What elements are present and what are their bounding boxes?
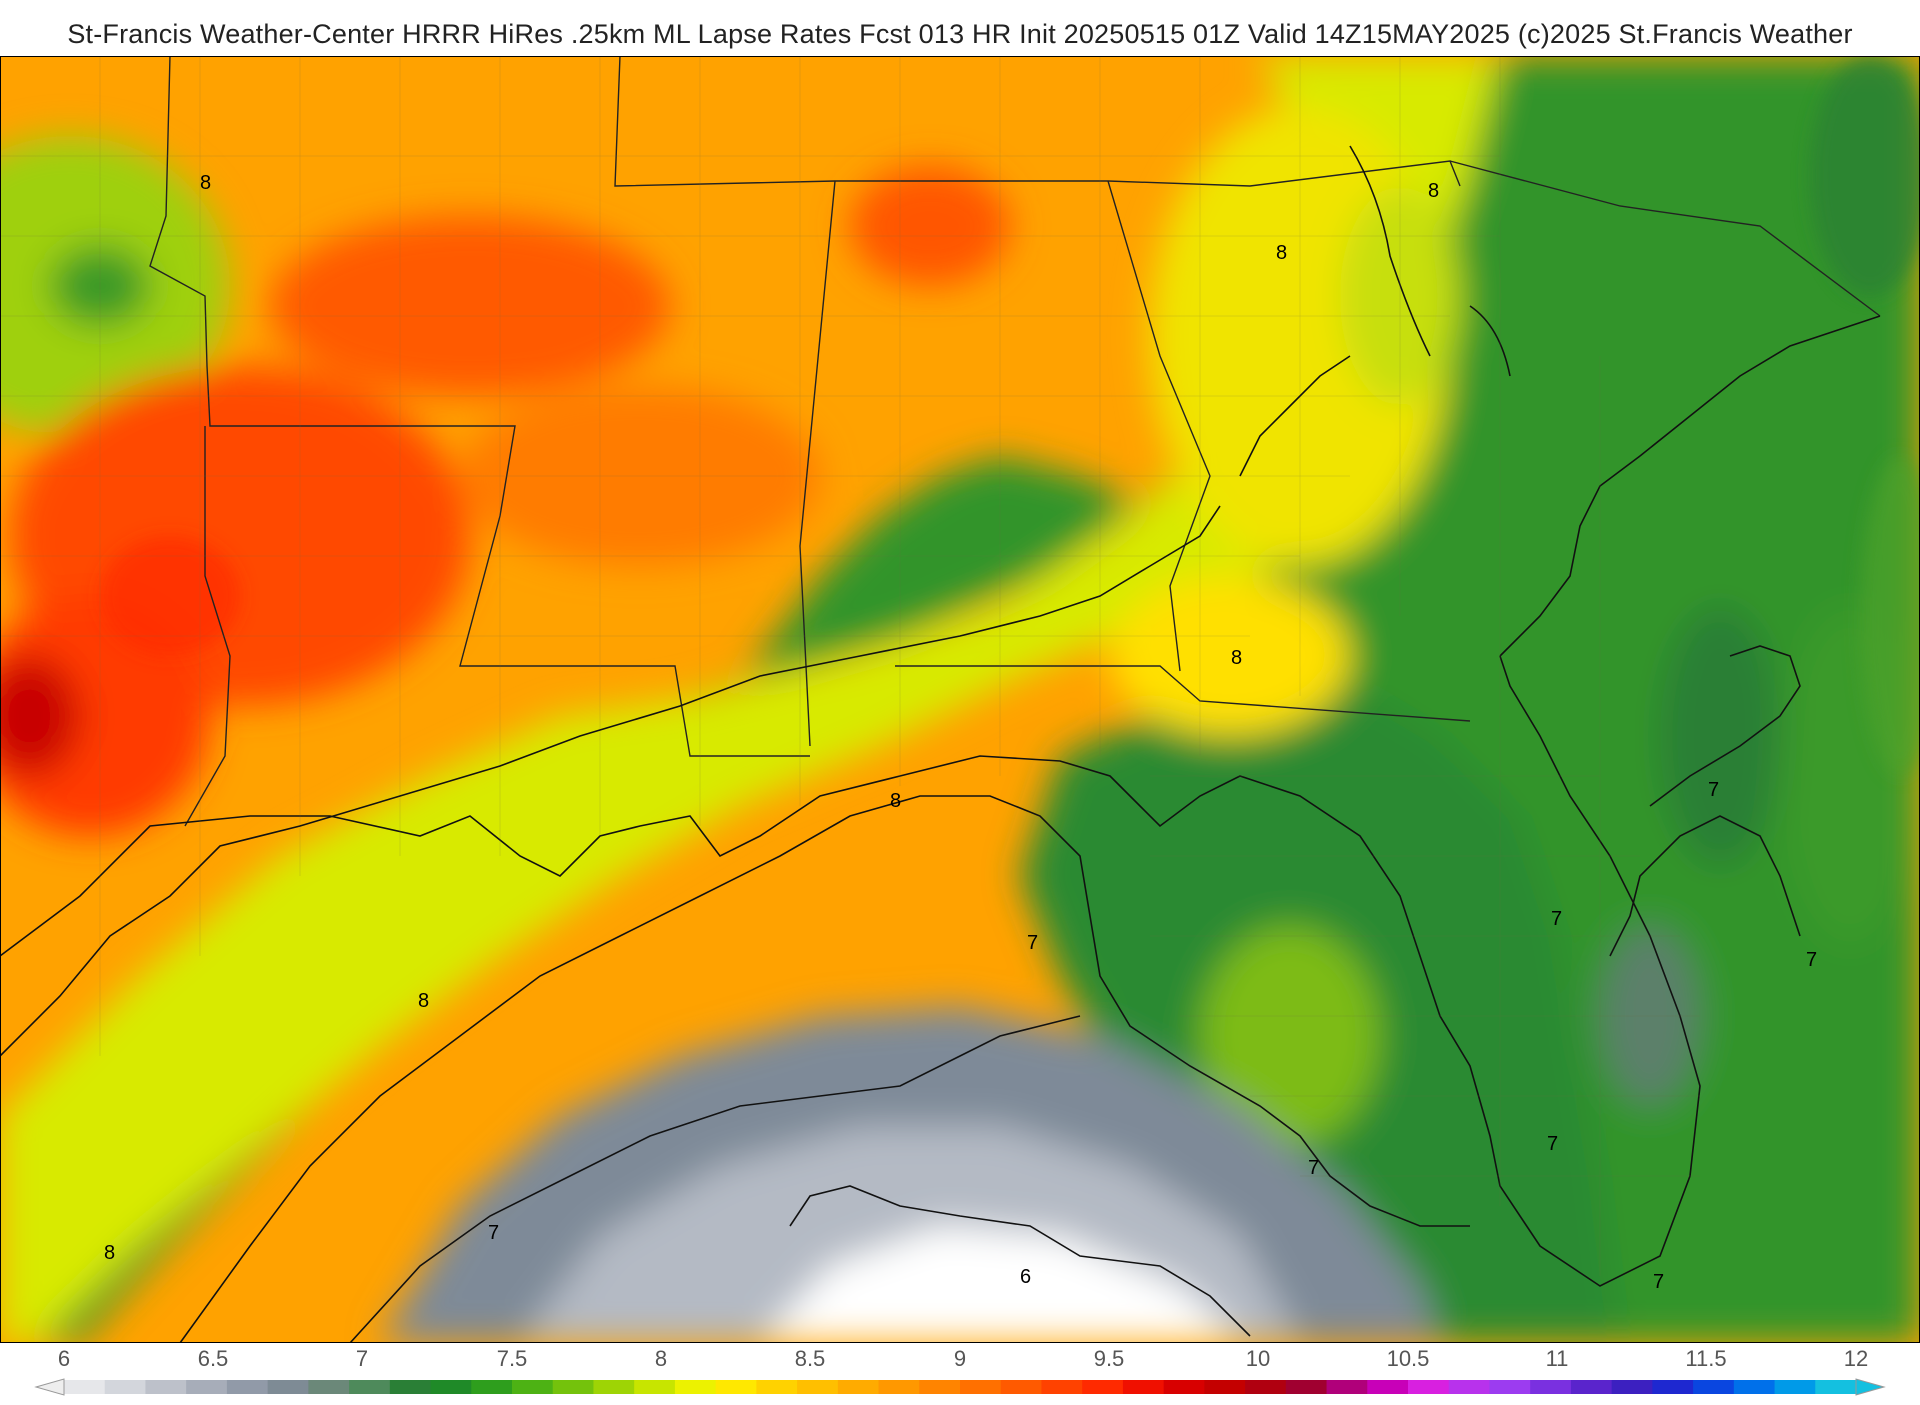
contour-label: 7: [1027, 932, 1038, 954]
colorbar-swatch: [1570, 1380, 1613, 1394]
colorbar-swatch: [1530, 1380, 1572, 1394]
contour-label: 7: [488, 1222, 499, 1244]
colorbar-tick-label: 9: [953, 1346, 967, 1371]
county-grid: [0, 56, 1700, 1276]
contour-labels: 8 8 8 8 8 8 8 7 7 7 7 7 7 7 7 6: [104, 172, 1817, 1293]
colorbar-swatch: [1163, 1380, 1205, 1394]
colorbar-swatch: [186, 1380, 228, 1394]
contour-label: 8: [1231, 647, 1242, 669]
colorbar-swatch: [226, 1380, 269, 1394]
colorbar-swatch: [1489, 1380, 1531, 1394]
colorbar-swatch: [878, 1380, 920, 1394]
colorbar-swatch: [308, 1380, 350, 1394]
colorbar-tick-label: 6: [57, 1346, 71, 1371]
contour-label: 6: [1020, 1266, 1031, 1288]
colorbar-min-arrow: [34, 1378, 65, 1396]
coastline: [0, 145, 1881, 1287]
contour-lines: [0, 355, 1801, 1343]
header-bar: St-Francis Weather-Center HRRR HiRes .25…: [0, 0, 1920, 56]
colorbar-swatch: [1733, 1380, 1776, 1394]
colorbar-swatch: [145, 1380, 187, 1394]
colorbar-tick-label: 6.5: [197, 1346, 229, 1371]
colorbar-tick-label: 9.5: [1093, 1346, 1125, 1371]
colorbar-swatch: [1448, 1380, 1491, 1394]
contour-label: 8: [104, 1242, 115, 1264]
colorbar-swatch: [267, 1380, 309, 1394]
colorbar-swatch: [349, 1380, 391, 1394]
colorbar-max-arrow: [1855, 1378, 1886, 1396]
colorbar-tick-label: 12: [1843, 1346, 1869, 1371]
contour-label: 7: [1653, 1271, 1664, 1293]
colorbar-swatch: [634, 1380, 676, 1394]
contour-label: 7: [1551, 908, 1562, 930]
colorbar-swatch: [1041, 1380, 1083, 1394]
colorbar-swatch: [1000, 1380, 1043, 1394]
colorbar-swatch: [919, 1380, 961, 1394]
colorbar-swatch: [837, 1380, 880, 1394]
colorbar-swatches: [64, 1380, 1857, 1394]
colorbar-swatch: [1082, 1380, 1124, 1394]
contour-label: 7: [1806, 949, 1817, 971]
colorbar-tick-label: 11: [1545, 1346, 1569, 1371]
colorbar-tick-label: 10.5: [1386, 1346, 1430, 1371]
contour-label: 8: [1276, 242, 1287, 264]
contour-label: 8: [1428, 180, 1439, 202]
colorbar-swatch: [1693, 1380, 1735, 1394]
colorbar-swatch: [1815, 1380, 1857, 1394]
colorbar-swatch: [674, 1380, 717, 1394]
colorbar-swatch: [389, 1380, 432, 1394]
colorbar-tick-label: 10: [1245, 1346, 1271, 1371]
colorbar-tick-label: 11.5: [1685, 1346, 1727, 1371]
colorbar-swatch: [1774, 1380, 1816, 1394]
colorbar-swatch: [552, 1380, 595, 1394]
colorbar-swatch: [593, 1380, 635, 1394]
contour-label: 8: [418, 990, 429, 1012]
colorbar-swatch: [1367, 1380, 1409, 1394]
colorbar-swatch: [1122, 1380, 1165, 1394]
colorbar-swatch: [1245, 1380, 1287, 1394]
colorbar-swatch: [1611, 1380, 1653, 1394]
colorbar-swatch: [1204, 1380, 1246, 1394]
colorbar-swatch: [756, 1380, 798, 1394]
contour-label: 7: [1547, 1133, 1558, 1155]
colorbar-swatch: [471, 1380, 513, 1394]
colorbar-swatch: [1652, 1380, 1694, 1394]
colorbar-swatch: [512, 1380, 554, 1394]
colorbar-swatch: [960, 1380, 1002, 1394]
colorbar-swatch: [430, 1380, 472, 1394]
colorbar-tick-label: 8.5: [794, 1346, 826, 1371]
colorbar-swatch: [715, 1380, 757, 1394]
colorbar-tick-label: 7: [355, 1346, 369, 1371]
colorbar-swatch: [1326, 1380, 1368, 1394]
contour-label: 7: [1708, 779, 1719, 801]
lapse-rate-map[interactable]: 8 8 8 8 8 8 8 7 7 7 7 7 7 7 7 6: [0, 56, 1920, 1343]
state-borders: [149, 56, 1881, 827]
contour-label: 8: [200, 172, 211, 194]
colorbar-swatch: [797, 1380, 839, 1394]
colorbar-swatch: [64, 1380, 106, 1394]
colorbar: [0, 1343, 1920, 1400]
colorbar-swatch: [104, 1380, 147, 1394]
contour-label: 7: [1308, 1157, 1319, 1179]
colorbar-tick-label: 7.5: [496, 1346, 528, 1371]
contour-label: 8: [890, 790, 901, 812]
map-title: St-Francis Weather-Center HRRR HiRes .25…: [67, 19, 1853, 49]
colorbar-swatch: [1285, 1380, 1328, 1394]
shaded-field: [0, 56, 1920, 1343]
colorbar-swatch: [1408, 1380, 1450, 1394]
colorbar-tick-label: 8: [654, 1346, 668, 1371]
